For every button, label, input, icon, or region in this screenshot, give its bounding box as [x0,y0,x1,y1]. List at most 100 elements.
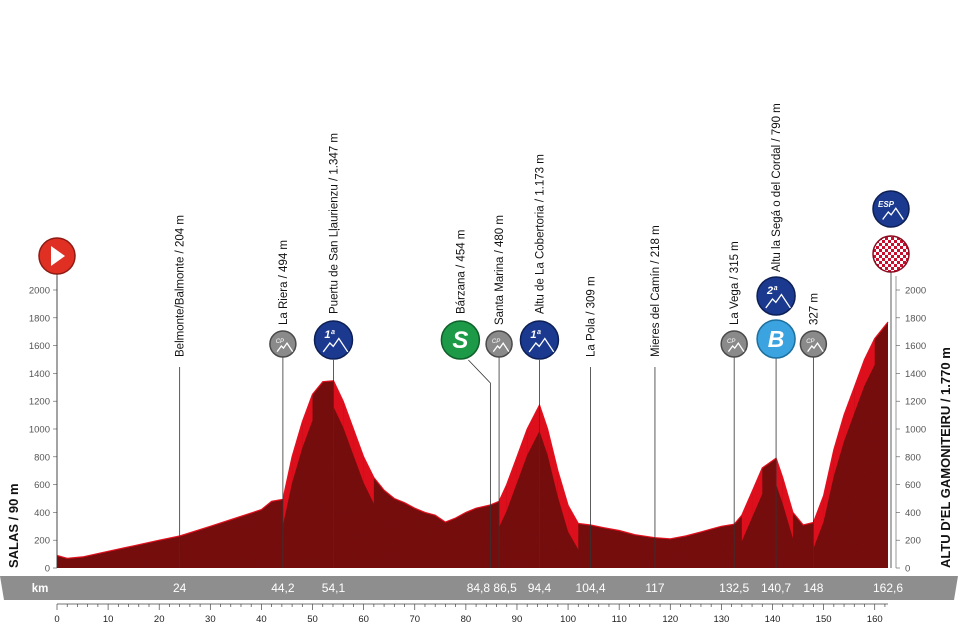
x-tick-label: 20 [154,614,165,625]
profile-slope-band [333,380,344,428]
y-tick-label-left: 0 [45,564,50,575]
x-tick-label: 100 [560,614,576,625]
profile-slope-band [516,429,528,483]
checkpoint-badge: CP [485,330,513,358]
elevation-profile [56,321,889,568]
y-tick-label-right: 1000 [905,425,926,436]
y-axis-ticks: 0 0 200 200 400 400 600 600 800 800 1000 1000 1200 12… [29,276,926,575]
checkpoint-badge: CP [720,330,748,358]
profile-slope-band [568,505,579,550]
profile-slope-band [782,477,793,539]
profile-slope-band [823,449,834,522]
x-tick-label: 90 [512,614,523,625]
profile-slope-band [499,484,507,528]
climb-marker: S Bárzana / 454 m [440,230,491,568]
category-badge-text: 2ª [766,285,778,297]
profile-slope-band [343,401,354,455]
y-tick-label-left: 400 [34,508,50,519]
climb-marker: 1ª Puertu de San Lļaurienzu / 1.347 m [313,133,354,568]
category-badge: 2ª [756,276,796,316]
x-axis: 0 10 20 30 40 50 60 70 80 90 100 110 120 130 140 150 160 [54,603,888,625]
y-tick-label-right: 1400 [905,369,926,380]
profile-slope-band [282,456,293,526]
km-band-mark: 104,4 [576,581,606,595]
mountain-icon [882,207,904,220]
km-band-mark: 94,4 [528,581,552,595]
play-icon [51,246,65,266]
climb-marker: CP La Riera / 494 m [269,240,297,568]
y-tick-label-left: 2000 [29,286,50,297]
x-tick-label: 150 [816,614,832,625]
profile-slope-band [363,456,374,504]
profile-slope-band [741,491,753,542]
sprint-badge: S [440,320,481,360]
climb-label: Santa Marina / 480 m [494,215,506,325]
category-badge-text: 1ª [530,329,541,341]
y-tick-label-left: 200 [34,536,50,547]
profile-slope-band [302,394,313,449]
x-tick-label: 40 [256,614,267,625]
y-tick-label-left: 800 [34,452,50,463]
profile-slope-band [854,359,865,414]
climb-marker: Belmonte/Balmonte / 204 m [175,215,187,568]
x-tick-label: 60 [358,614,369,625]
category-badge: 1ª [313,320,354,360]
checkpoint-badge-circle [485,330,513,358]
y-tick-label-right: 1800 [905,313,926,324]
y-tick-label-left: 1000 [29,425,50,436]
climb-marker: CP 327 m [799,293,828,568]
climb-label: Puertu de San Lļaurienzu / 1.347 m [328,133,340,314]
y-tick-label-right: 1600 [905,341,926,352]
x-tick-label: 160 [867,614,883,625]
y-tick-label-left: 1400 [29,369,50,380]
y-tick-label-left: 1800 [29,313,50,324]
checkpoint-badge-text: CP [276,339,284,345]
profile-slope-band [557,470,569,532]
climb-marker: CP La Vega / 315 m [720,241,748,568]
km-band-mark: 148 [803,581,823,595]
profile-slope-band [864,338,875,386]
category-badge: 1ª [519,320,560,360]
climb-label: La Riera / 494 m [278,240,290,325]
km-band-mark: 86,5 [493,581,517,595]
mountain-icon [322,337,349,353]
y-tick-label-right: 2000 [905,286,926,297]
y-tick-label-right: 200 [905,536,921,547]
y-tick-label-right: 0 [905,564,910,575]
profile-slope-band [752,467,763,518]
finish-category-badge [872,190,910,228]
climb-label: Altu de La Cobertoria / 1.173 m [534,154,546,314]
mountain-icon [727,342,745,353]
km-band-mark: 84,8 [467,581,491,595]
climb-marker: Mieres del Camín / 218 m [650,225,662,568]
km-band-mark: 44,2 [271,581,295,595]
x-tick-label: 120 [662,614,678,625]
profile-slope-band [776,458,783,504]
checkpoint-badge: CP [269,330,297,358]
km-band-title: km [32,583,49,595]
checkpoint-badge-text: CP [806,339,814,345]
x-tick-label: 80 [461,614,472,625]
sprint-badge-circle [440,320,481,360]
finish-marker: ESP ALTU D'EL GAMONITEIRU / 1.770 m [872,190,953,568]
sprint-badge-text: S [452,327,468,354]
category-badge-circle [756,276,796,316]
x-tick-label: 30 [205,614,216,625]
profile-slope-band [527,404,540,455]
climb-leader-line [468,359,491,568]
km-band-mark: 117 [645,581,664,595]
finish-label: ALTU D'EL GAMONITEIRU / 1.770 m [938,347,953,568]
checkpoint-badge: CP [799,330,828,358]
x-tick-label: 110 [612,614,627,625]
profile-area [57,322,888,568]
profile-slope-band [292,422,303,483]
x-tick-label: 10 [103,614,114,625]
profile-slope-band [844,387,855,442]
checkpoint-badge-circle [799,330,828,358]
climb-marker: La Pola / 309 m [586,276,598,568]
climb-marker: CP Santa Marina / 480 m [485,215,513,568]
km-band-mark: 162,6 [873,581,903,595]
km-band-mark: 54,1 [322,581,346,595]
y-tick-label-right: 1200 [905,397,926,408]
bonus-badge-text: B [768,326,785,352]
